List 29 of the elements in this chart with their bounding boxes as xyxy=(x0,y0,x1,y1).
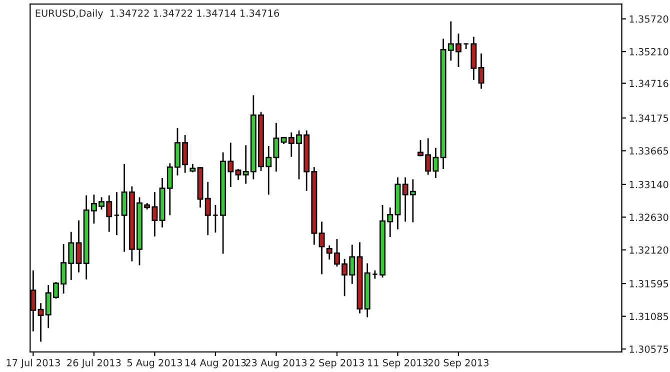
text: EURUSD,Daily 1.34722 1.34722 1.34714 1.34716 xyxy=(36,9,280,19)
x-tick-label: 11 Sep 2013 xyxy=(368,359,428,368)
candlestick xyxy=(76,220,82,274)
y-tick-label: 1.34175 xyxy=(630,114,668,122)
y-tick-label: 1.32120 xyxy=(630,246,668,254)
candlestick xyxy=(114,191,120,236)
candlestick xyxy=(212,204,218,234)
x-tick-label: 17 Jul 2013 xyxy=(6,358,60,368)
candlestick xyxy=(478,52,484,90)
x-tick-label: 23 Aug 2013 xyxy=(246,359,307,368)
candlestick xyxy=(372,270,378,280)
x-tick-label: 14 Aug 2013 xyxy=(185,359,246,368)
y-tick-label: 1.35210 xyxy=(630,48,668,56)
x-tick-label: 5 Aug 2013 xyxy=(127,359,182,368)
candlestick xyxy=(318,220,325,275)
y-tick-label: 1.32630 xyxy=(630,214,668,221)
y-tick-label: 1.35720 xyxy=(630,15,668,23)
y-tick-label: 1.31085 xyxy=(630,312,668,320)
y-tick-label: 1.33140 xyxy=(630,180,668,188)
y-tick-label: 1.30575 xyxy=(630,346,668,353)
y-tick-label: 1.31595 xyxy=(630,280,668,288)
candlestick xyxy=(204,181,211,236)
candlestick xyxy=(235,168,242,181)
y-tick-label: 1.33665 xyxy=(630,147,668,155)
x-tick-label: 20 Sep 2013 xyxy=(428,359,489,368)
x-tick-label: 26 Jul 2013 xyxy=(67,358,121,368)
y-tick-label: 1.34716 xyxy=(630,80,668,88)
candlestick xyxy=(463,43,470,50)
x-tick-label: 2 Sep 2013 xyxy=(310,359,364,368)
